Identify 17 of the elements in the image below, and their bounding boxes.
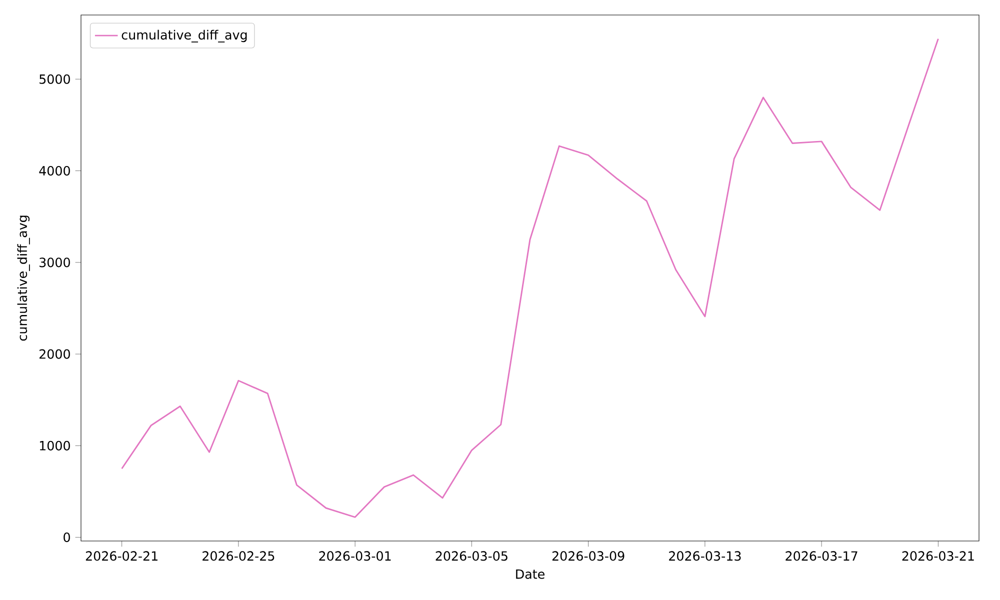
x-tick-label: 2026-03-21 bbox=[902, 551, 974, 561]
y-tick-label: 1000 bbox=[40, 440, 70, 450]
x-tick-label: 2026-03-01 bbox=[319, 551, 391, 561]
x-tick-label: 2026-02-21 bbox=[86, 551, 158, 561]
x-tick-label: 2026-03-09 bbox=[552, 551, 624, 561]
x-tick-label: 2026-03-13 bbox=[669, 551, 741, 561]
y-tick-label: 5000 bbox=[40, 74, 70, 84]
x-tick-label: 2026-02-25 bbox=[202, 551, 274, 561]
x-axis-title: Date bbox=[516, 569, 544, 579]
y-tick-label: 2000 bbox=[40, 349, 70, 359]
y-tick-label: 0 bbox=[64, 532, 70, 542]
y-tick-label: 4000 bbox=[39, 166, 70, 176]
x-tick-label: 2026-03-05 bbox=[436, 551, 508, 561]
x-tick-label: 2026-03-17 bbox=[786, 551, 858, 561]
y-tick-label: 3000 bbox=[40, 258, 70, 268]
legend-label: cumulative_diff_avg bbox=[122, 30, 247, 42]
y-axis-title: cumulative_diff_avg bbox=[17, 216, 30, 341]
